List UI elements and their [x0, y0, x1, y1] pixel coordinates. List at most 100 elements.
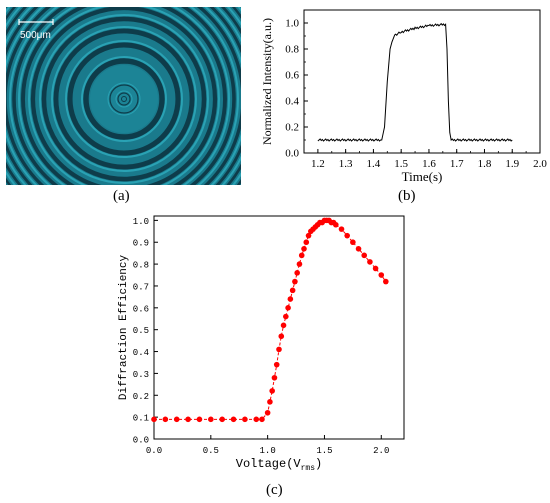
dark-fringe-ring	[53, 28, 195, 170]
micrograph-image: 500μm	[6, 7, 241, 185]
fringe-rings	[6, 7, 241, 185]
chart-b-y-tick-label: 0.4	[285, 96, 299, 108]
chart-b-x-tick-label: 1.6	[422, 158, 436, 170]
chart-c-data-point	[289, 287, 296, 294]
chart-c: 0.0 0.5 1.0 1.5 2.0 0.0 0.1 0.2 0.3 0.4 0.5 0.6 0.7 0…	[118, 215, 405, 473]
panel-c-label: (c)	[266, 482, 283, 498]
chart-b-y-tick-label: 1.0	[285, 18, 299, 30]
chart-c-data-point	[273, 361, 280, 368]
scale-bar-label: 500μm	[20, 30, 51, 41]
chart-b: 1.2 1.3 1.4 1.5 1.6 1.7 1.8 1.9 2.0 0.0 0.2 0.4 0.6 0…	[260, 9, 547, 184]
chart-c-x-tick-label: 0.5	[203, 446, 219, 456]
chart-c-data-point	[367, 259, 373, 265]
chart-c-data-point	[185, 416, 191, 423]
chart-c-data-point	[259, 416, 265, 423]
chart-c-data-point	[173, 416, 180, 423]
chart-b-x-tick-label: 1.7	[450, 158, 464, 170]
center-disc	[90, 65, 158, 133]
dark-fringe-ring	[30, 7, 218, 185]
chart-c-data-point	[303, 239, 310, 246]
chart-c-data-point	[162, 416, 169, 423]
chart-c-y-tick-label: 0.2	[133, 392, 149, 402]
chart-c-data-point	[269, 388, 275, 394]
light-fringe-ring	[39, 14, 209, 184]
chart-c-data-point	[276, 346, 282, 353]
chart-b-x-tick-label: 2.0	[533, 158, 547, 170]
chart-c-y-tick-label: 0.7	[133, 282, 149, 292]
chart-c-data-point	[271, 374, 278, 381]
light-fringe-ring	[51, 26, 197, 172]
chart-c-data-point	[283, 313, 289, 320]
chart-c-data-point	[378, 272, 385, 278]
chart-c-data-point	[383, 278, 389, 285]
chart-c-data-point	[296, 261, 303, 267]
chart-c-data-point	[338, 226, 345, 232]
chart-c-data-point	[208, 416, 214, 423]
chart-c-y-tick-label: 0.0	[133, 436, 149, 446]
center-spot	[121, 96, 127, 102]
light-fringe-ring	[81, 56, 167, 142]
chart-c-series	[151, 217, 389, 423]
chart-b-x-tick-label: 1.2	[311, 158, 325, 170]
chart-c-x-tick-label: 2.0	[373, 446, 389, 456]
chart-b-y-tick-label: 0.8	[285, 44, 299, 56]
chart-c-data-point	[242, 416, 248, 423]
chart-b-x-tick-label: 1.8	[478, 158, 492, 170]
chart-c-y-axis-label: Diffraction Efficiency	[118, 254, 130, 400]
chart-c-y-tick-label: 1.0	[133, 217, 149, 227]
chart-c-data-point	[372, 265, 379, 272]
panel-b-label: (b)	[398, 188, 416, 204]
dark-fringe-ring	[109, 84, 139, 114]
chart-b-series	[317, 22, 513, 142]
chart-c-x-axis-label-main: Voltage(V	[236, 457, 302, 471]
light-fringe-ring	[115, 90, 133, 108]
chart-c-data-point	[298, 252, 305, 259]
chart-b-y-tick-label: 0.2	[285, 122, 299, 134]
light-fringe-ring	[65, 40, 183, 158]
chart-c-data-point	[196, 416, 203, 423]
chart-b-y-axis-label: Normalized Intensity(a.u.)	[260, 18, 274, 145]
chart-b-x-tick-label: 1.3	[339, 158, 353, 170]
chart-c-data-point	[151, 416, 157, 423]
chart-c-data-point	[278, 333, 285, 340]
chart-c-data-point	[287, 296, 294, 302]
chart-b-y-tick-label: 0.0	[285, 148, 299, 160]
dark-fringe-ring	[117, 92, 131, 106]
chart-c-data-point	[285, 305, 291, 311]
chart-c-x-tick-label: 0.0	[146, 446, 162, 456]
chart-c-y-tick-label: 0.6	[133, 304, 149, 314]
chart-c-data-point	[267, 399, 273, 405]
chart-c-x-axis-label: Voltage(Vrms)	[236, 457, 322, 473]
panel-a-label: (a)	[113, 188, 130, 204]
chart-c-y-tick-label: 0.5	[133, 326, 149, 336]
chart-b-x-tick-label: 1.5	[394, 158, 408, 170]
dark-fringe-ring	[41, 16, 207, 182]
chart-b-axes: 1.2 1.3 1.4 1.5 1.6 1.7 1.8 1.9 2.0 0.0 0.2 0.4 0.6 0…	[285, 9, 547, 170]
chart-b-x-axis-label: Time(s)	[402, 169, 443, 184]
chart-c-data-point	[350, 239, 356, 246]
chart-b-series-line	[317, 22, 513, 142]
chart-c-data-point	[305, 232, 312, 239]
dark-fringe-ring	[67, 42, 181, 156]
chart-c-data-point	[301, 245, 307, 252]
chart-c-data-point	[294, 270, 300, 276]
light-fringe-ring	[107, 82, 141, 116]
chart-c-plot-frame	[153, 215, 405, 440]
chart-c-data-point	[333, 221, 339, 228]
chart-c-data-point	[344, 232, 350, 239]
dark-fringe-ring	[83, 58, 165, 140]
light-fringe-ring	[28, 7, 220, 185]
chart-b-x-tick-label: 1.4	[367, 158, 381, 170]
chart-b-y-tick-label: 0.6	[285, 70, 299, 82]
chart-c-y-tick-label: 0.8	[133, 261, 149, 271]
chart-b-x-tick-label: 1.9	[505, 158, 519, 170]
chart-c-x-tick-label: 1.0	[260, 446, 276, 456]
chart-c-data-point	[361, 252, 368, 259]
dark-fringe-ring	[21, 7, 227, 185]
chart-c-y-tick-label: 0.4	[133, 348, 149, 358]
chart-c-data-point	[219, 416, 225, 423]
chart-c-axes: 0.0 0.5 1.0 1.5 2.0 0.0 0.1 0.2 0.3 0.4 0.5 0.6 0.7 0…	[133, 215, 405, 456]
chart-c-x-axis-label-subscript: rms	[301, 464, 316, 473]
chart-c-data-point	[355, 245, 362, 252]
chart-c-y-tick-label: 0.9	[133, 239, 149, 249]
